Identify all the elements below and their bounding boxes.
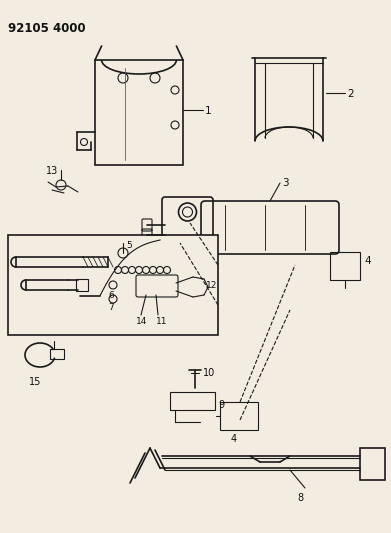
Bar <box>220 402 258 430</box>
Text: 15: 15 <box>29 377 41 387</box>
Bar <box>8 235 218 335</box>
Text: 2: 2 <box>347 89 353 99</box>
Bar <box>360 448 385 480</box>
Text: 13: 13 <box>46 166 58 176</box>
Text: 3: 3 <box>282 178 289 188</box>
Bar <box>95 60 183 165</box>
Bar <box>76 279 88 291</box>
Text: 4: 4 <box>231 434 237 444</box>
Text: 7: 7 <box>108 303 114 312</box>
Text: 9: 9 <box>218 400 224 410</box>
Bar <box>170 392 215 410</box>
Text: 4: 4 <box>364 256 371 266</box>
Text: 5: 5 <box>126 241 132 250</box>
Text: 10: 10 <box>203 368 215 378</box>
Text: 11: 11 <box>156 317 167 326</box>
Text: 12: 12 <box>206 281 217 290</box>
Bar <box>50 349 64 359</box>
Text: 14: 14 <box>136 317 147 326</box>
Bar <box>330 252 360 280</box>
Text: 92105 4000: 92105 4000 <box>8 22 86 35</box>
Text: 1: 1 <box>205 106 212 116</box>
Text: 8: 8 <box>297 493 303 503</box>
Text: 6: 6 <box>108 291 114 300</box>
